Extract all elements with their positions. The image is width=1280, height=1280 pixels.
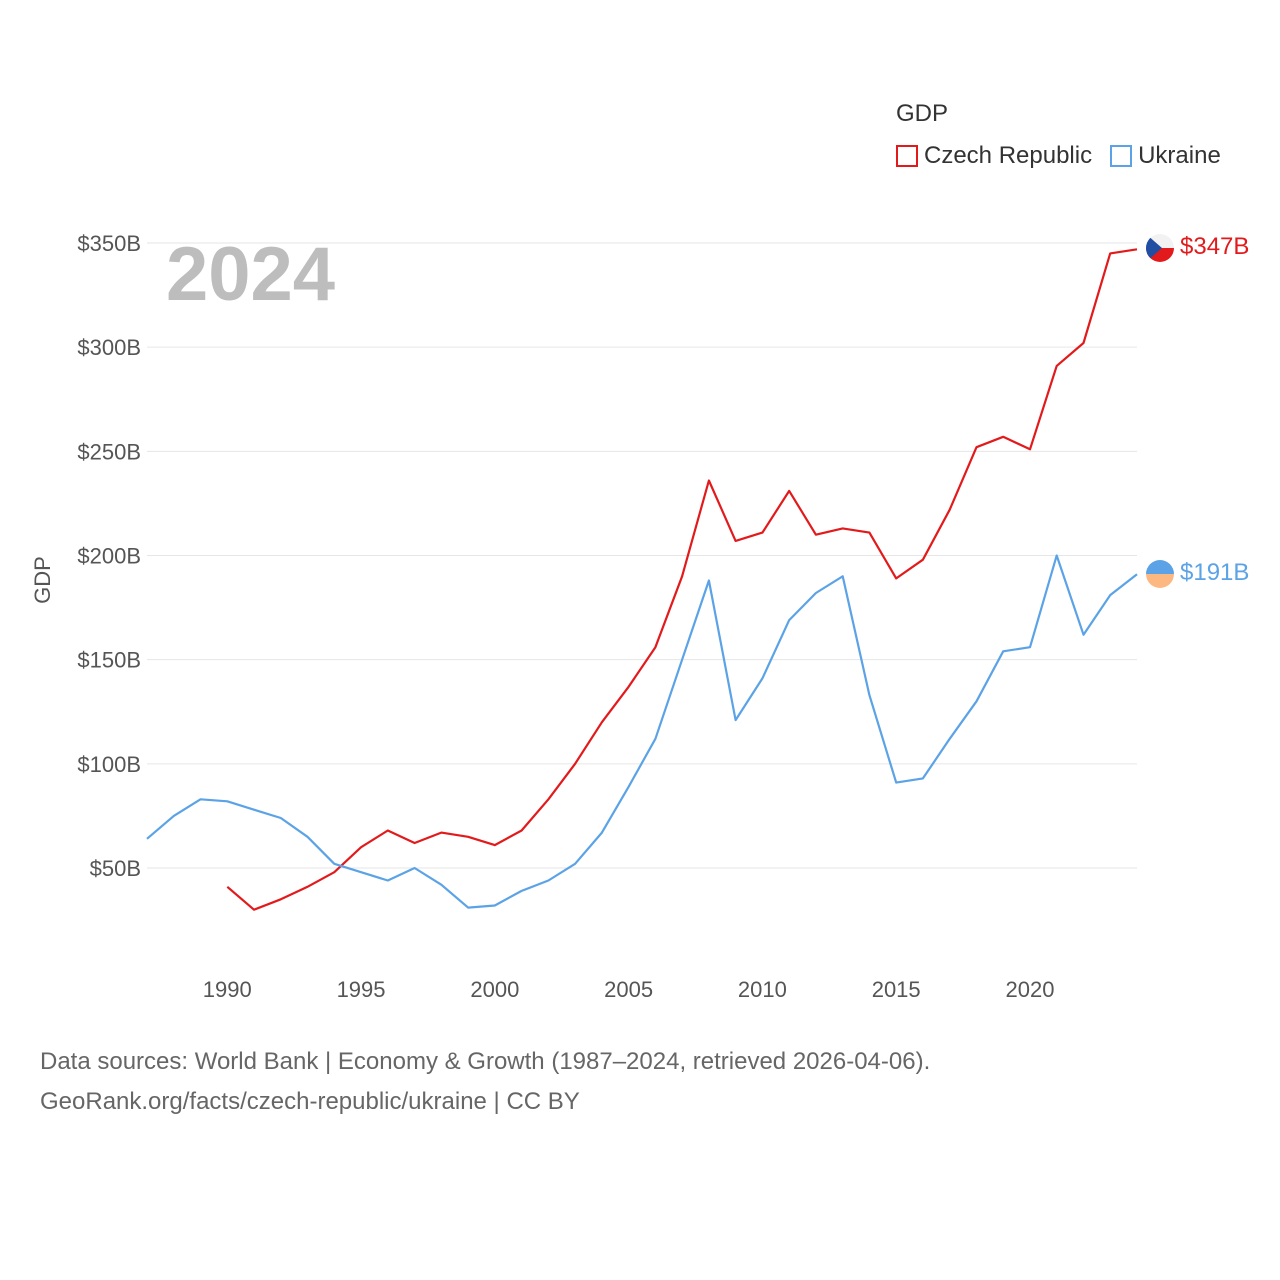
y-tick-label: $100B <box>77 752 141 777</box>
y-tick-label: $250B <box>77 439 141 464</box>
czech-flag-icon <box>1146 234 1174 262</box>
legend-title: GDP <box>896 100 949 127</box>
y-tick-label: $50B <box>90 856 141 881</box>
x-tick-label: 2015 <box>872 977 921 1002</box>
year-label: 2024 <box>166 232 335 317</box>
y-tick-label: $150B <box>77 648 141 673</box>
x-tick-label: 1990 <box>203 977 252 1002</box>
y-tick-label: $300B <box>77 335 141 360</box>
x-axis-ticks: 1990 1995 2000 2005 2010 2015 2020 <box>203 977 1055 1002</box>
ukraine-flag-icon <box>1146 560 1174 588</box>
gridlines <box>147 242 1137 869</box>
y-axis-ticks: $50B $100B $150B $200B $250B $300B $350B <box>77 231 141 881</box>
ukraine-end-value: $191B <box>1180 559 1249 586</box>
legend-item-czech-republic[interactable]: Czech Republic <box>896 142 1092 170</box>
y-tick-label: $200B <box>77 544 141 569</box>
legend-label-ukraine: Ukraine <box>1138 142 1221 169</box>
x-tick-label: 2005 <box>604 977 653 1002</box>
legend-label-czech: Czech Republic <box>924 142 1093 169</box>
legend: GDP Czech Republic Ukraine <box>896 100 1221 170</box>
footer: Data sources: World Bank | Economy & Gro… <box>40 1042 930 1122</box>
legend-swatch-czech <box>896 145 918 167</box>
x-tick-label: 2020 <box>1005 977 1054 1002</box>
x-tick-label: 2000 <box>470 977 519 1002</box>
y-axis-label: GDP <box>30 556 55 604</box>
x-tick-label: 1995 <box>337 977 386 1002</box>
series-line-czech-republic <box>226 248 1138 911</box>
legend-swatch-ukraine <box>1110 145 1133 167</box>
y-tick-label: $350B <box>77 231 141 256</box>
x-tick-label: 2010 <box>738 977 787 1002</box>
series-line-ukraine <box>146 554 1138 909</box>
czech-end-value: $347B <box>1180 233 1249 260</box>
source-url-text: GeoRank.org/facts/czech-republic/ukraine… <box>40 1088 580 1115</box>
data-sources-text: Data sources: World Bank | Economy & Gro… <box>40 1048 931 1075</box>
legend-item-ukraine[interactable]: Ukraine <box>1110 142 1221 170</box>
series-lines <box>146 248 1138 911</box>
